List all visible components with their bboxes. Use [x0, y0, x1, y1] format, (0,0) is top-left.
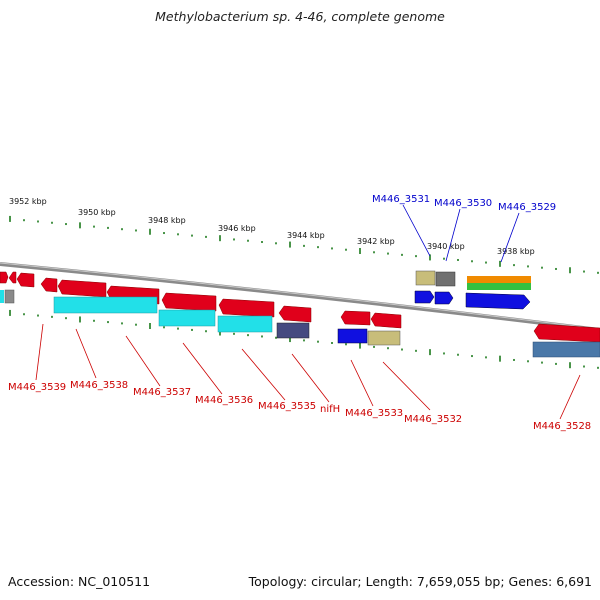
genome-backbone — [0, 262, 600, 332]
scale-label: 3946 kbp — [218, 224, 256, 233]
gene-arrow-blue[interactable] — [414, 290, 435, 304]
gene-label[interactable]: nifH — [320, 404, 340, 415]
feature-blue — [337, 328, 368, 344]
gene-label[interactable]: M446_3536 — [195, 395, 253, 406]
scale-label: 3938 kbp — [497, 247, 535, 256]
gene-label[interactable]: M446_3535 — [258, 401, 316, 412]
gene-arrow-red[interactable] — [533, 323, 600, 343]
leader-line — [291, 353, 330, 403]
accession-label: Accession: NC_010511 — [8, 574, 151, 589]
genome-title: Methylobacterium sp. 4-46, complete geno… — [155, 9, 445, 24]
topology-label: Topology: circular; Length: 7,659,055 bp… — [248, 574, 592, 589]
leader-line — [35, 323, 44, 381]
gene-arrow-red[interactable] — [218, 298, 275, 318]
gene-arrow-blue[interactable] — [434, 291, 454, 305]
gene-labels-lower: M446_3539 M446_3538 M446_3537 M446_3536 … — [8, 380, 591, 432]
feature-navy — [276, 322, 310, 339]
upper-scale-ticks — [9, 215, 599, 274]
leader-line — [182, 342, 223, 395]
upper-features — [0, 270, 531, 310]
lower-features — [40, 277, 600, 358]
gene-arrow-red[interactable] — [0, 271, 9, 284]
scale-label: 3944 kbp — [287, 231, 325, 240]
feature-cyan — [217, 315, 273, 333]
scale-label: 3942 kbp — [357, 237, 395, 246]
feature-cyan — [0, 290, 4, 303]
leader-line — [445, 208, 461, 262]
gene-label[interactable]: M446_3532 — [404, 414, 462, 425]
leader-line — [559, 374, 581, 420]
gene-arrow-blue[interactable] — [465, 292, 531, 310]
gene-arrow-red[interactable] — [161, 292, 217, 312]
gene-arrow-red[interactable] — [57, 279, 107, 298]
gene-label[interactable]: M446_3529 — [498, 202, 556, 213]
label-leader-lines — [35, 204, 581, 420]
leader-line — [382, 361, 431, 411]
feature-cyan — [158, 309, 216, 327]
gene-label[interactable]: M446_3531 — [372, 194, 430, 205]
gene-arrow-red[interactable] — [8, 271, 17, 284]
leader-line — [350, 359, 374, 407]
feature-steel — [532, 341, 600, 358]
scale-label: 3950 kbp — [78, 208, 116, 217]
leader-line — [500, 212, 520, 263]
feature-khaki — [367, 330, 401, 346]
scale-labels: 3952 kbp 3950 kbp 3948 kbp 3946 kbp 3944… — [9, 197, 535, 256]
leader-line — [125, 335, 161, 387]
feature-gray — [4, 289, 15, 304]
leader-line — [402, 204, 431, 257]
scale-label: 3940 kbp — [427, 242, 465, 251]
gene-labels-upper: M446_3531 M446_3530 M446_3529 — [372, 194, 556, 213]
scale-label: 3952 kbp — [9, 197, 47, 206]
leader-line — [75, 328, 97, 379]
gene-label[interactable]: M446_3538 — [70, 380, 128, 391]
feature-khaki — [415, 270, 436, 286]
gene-label[interactable]: M446_3530 — [434, 198, 492, 209]
gene-arrow-red[interactable] — [278, 305, 312, 323]
leader-line — [241, 348, 286, 401]
gene-arrow-red[interactable] — [370, 312, 402, 329]
genome-backbone-highlight — [0, 262, 600, 330]
gene-label[interactable]: M446_3533 — [345, 408, 403, 419]
feature-orange — [467, 276, 531, 283]
feature-cyan — [53, 296, 158, 314]
feature-gray — [435, 271, 456, 287]
gene-label[interactable]: M446_3539 — [8, 382, 66, 393]
scale-label: 3948 kbp — [148, 216, 186, 225]
gene-arrow-red[interactable] — [16, 272, 35, 288]
gene-arrow-red[interactable] — [40, 277, 58, 293]
gene-label[interactable]: M446_3537 — [133, 387, 191, 398]
lower-scale-ticks — [9, 309, 599, 369]
gene-label[interactable]: M446_3528 — [533, 421, 591, 432]
gene-arrow-red[interactable] — [340, 310, 371, 326]
feature-green — [467, 283, 531, 290]
